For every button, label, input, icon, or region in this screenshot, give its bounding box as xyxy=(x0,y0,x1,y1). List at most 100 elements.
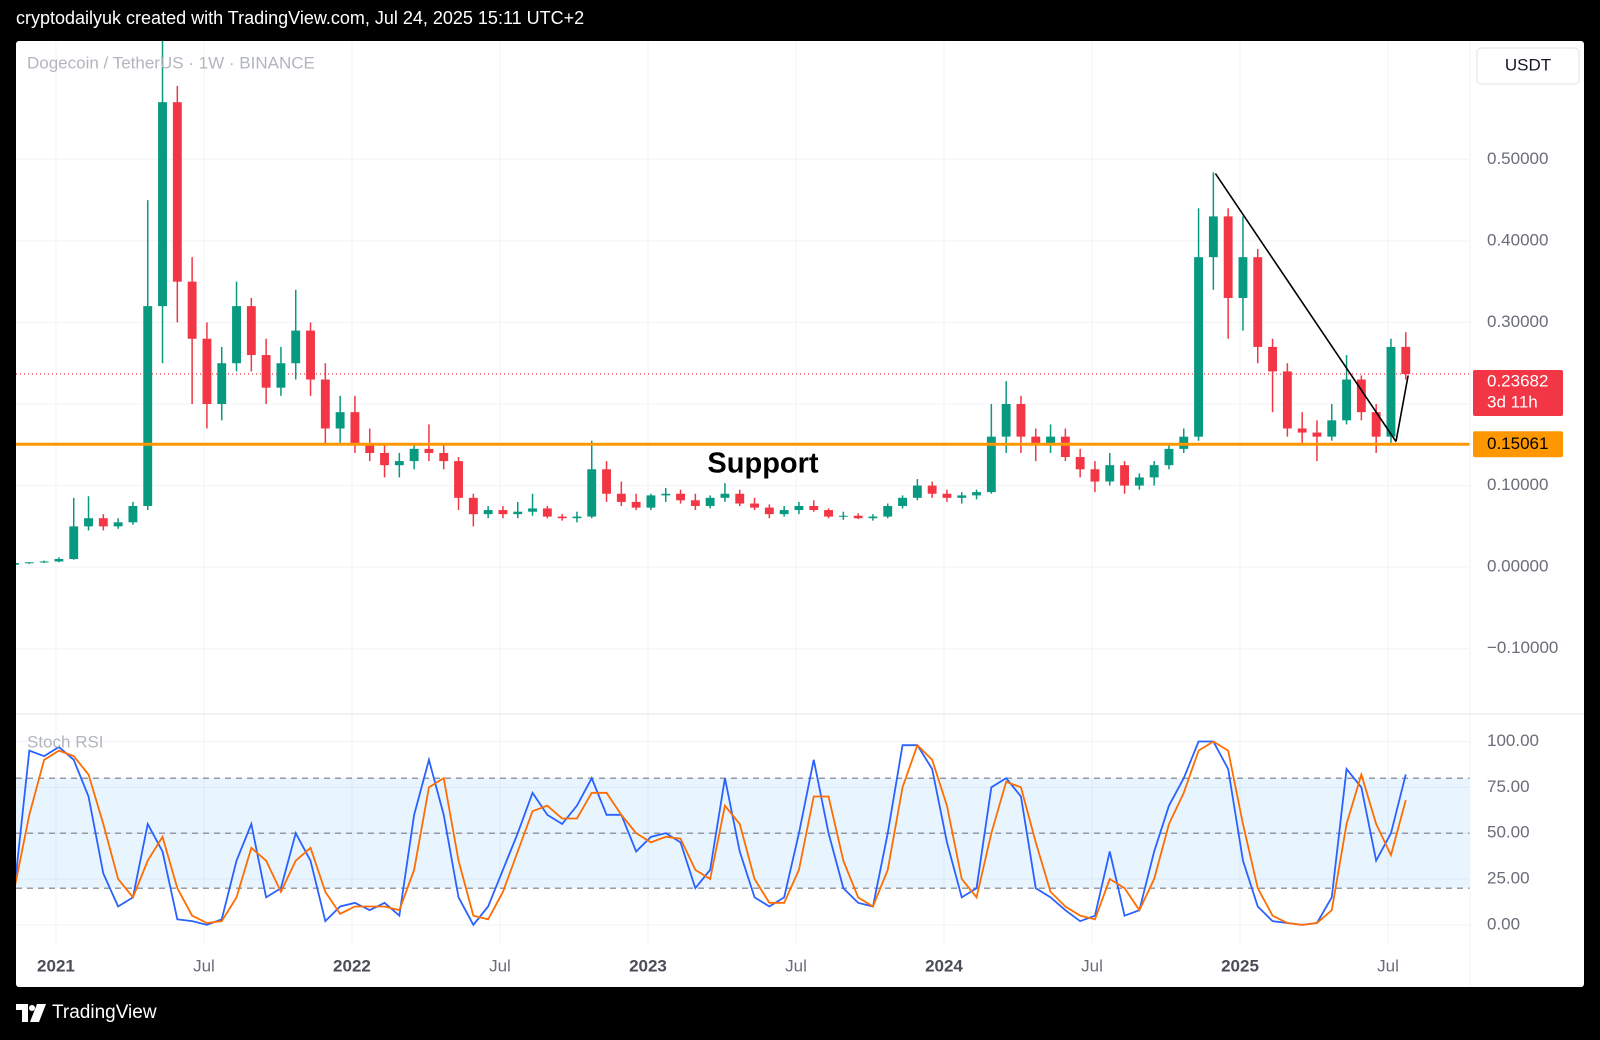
x-tick-label: Jul xyxy=(1081,956,1103,975)
candle-body xyxy=(1223,216,1233,298)
candle-body xyxy=(246,306,256,356)
candle-body xyxy=(720,493,730,498)
candle-body xyxy=(676,493,685,501)
y-tick-label: 0.50000 xyxy=(1487,149,1548,168)
candle-body xyxy=(276,363,286,388)
x-tick-label: Jul xyxy=(489,956,511,975)
candle-body xyxy=(898,497,907,506)
y-tick-label: 0.00 xyxy=(1487,914,1520,933)
candle-body xyxy=(1060,436,1070,458)
candle-body xyxy=(202,338,212,405)
candle-body xyxy=(335,412,345,429)
y-tick-label: 0.30000 xyxy=(1487,312,1548,331)
y-tick-label: 50.00 xyxy=(1487,823,1530,842)
candle-body xyxy=(350,412,360,445)
candle-body xyxy=(232,306,241,364)
x-tick-label: 2024 xyxy=(925,956,963,975)
candle-body xyxy=(528,508,537,512)
candle-body xyxy=(587,469,597,517)
footer: TradingView xyxy=(16,1002,157,1024)
candle-body xyxy=(1342,379,1352,421)
trend-line xyxy=(1395,375,1409,442)
candle-body xyxy=(1120,465,1129,486)
candle-body xyxy=(1031,436,1041,445)
candle-body xyxy=(942,493,952,498)
candle-body xyxy=(1327,420,1337,437)
candle-body xyxy=(557,516,567,519)
candle-body xyxy=(84,518,93,527)
candle-body xyxy=(1001,404,1011,437)
y-tick-label: 100.00 xyxy=(1487,731,1539,750)
candle-body xyxy=(1134,477,1144,486)
candle-body xyxy=(1046,436,1055,445)
candle-body xyxy=(187,281,197,339)
candle-body xyxy=(261,355,271,388)
candle-body xyxy=(513,511,523,515)
candle-body xyxy=(1090,469,1100,482)
candle-body xyxy=(542,508,552,517)
header: cryptodailyuk created with TradingView.c… xyxy=(16,8,585,28)
candle-body xyxy=(424,448,434,453)
candle-body xyxy=(143,306,153,506)
candle-body xyxy=(690,500,700,506)
y-tick-label: 75.00 xyxy=(1487,777,1530,796)
indicator-line xyxy=(16,740,1407,926)
candle-body xyxy=(498,510,508,515)
candle-body xyxy=(824,510,833,517)
panel xyxy=(16,41,1584,987)
candle-body xyxy=(1312,432,1322,437)
indicator-line xyxy=(16,740,1407,927)
candle-body xyxy=(320,379,330,429)
candle-body xyxy=(39,561,49,563)
annotation: Support xyxy=(707,448,818,480)
last-price-label: 0.23682 xyxy=(1487,371,1548,390)
currency-label[interactable]: USDT xyxy=(1505,55,1551,74)
candle-body xyxy=(616,493,626,502)
candle-body xyxy=(986,436,996,493)
candle-body xyxy=(602,469,611,494)
candle-body xyxy=(16,563,19,565)
candle-body xyxy=(1179,436,1189,449)
candle-body xyxy=(838,515,848,517)
candle-body xyxy=(291,330,301,364)
candle-body xyxy=(1371,412,1381,437)
candle-body xyxy=(1016,404,1026,437)
last-price-tag xyxy=(1473,369,1563,416)
y-tick-label: 0.10000 xyxy=(1487,475,1548,494)
candle-body xyxy=(912,485,922,498)
candle-body xyxy=(1268,346,1278,372)
x-tick-label: Jul xyxy=(785,956,807,975)
candle-body xyxy=(365,444,375,453)
candle-body xyxy=(113,522,123,527)
footer-text: TradingView xyxy=(52,1002,157,1023)
candle-body xyxy=(1149,465,1159,478)
candle-body xyxy=(1208,216,1218,258)
candle-body xyxy=(439,452,449,462)
candle-body xyxy=(868,516,878,519)
chart-title: Dogecoin / TetherUS · 1W · BINANCE xyxy=(27,53,315,72)
currency-button[interactable] xyxy=(1476,47,1580,85)
candle-body xyxy=(1253,257,1263,347)
candle-body xyxy=(69,526,79,560)
candle-body xyxy=(764,507,774,515)
candle-body xyxy=(380,452,389,466)
candle-body xyxy=(1238,257,1248,298)
candle-body xyxy=(809,505,819,511)
y-tick-label: 0.00000 xyxy=(1487,557,1548,576)
candle-body xyxy=(483,510,493,515)
candle-body xyxy=(394,461,404,466)
candle-body xyxy=(661,493,671,496)
candle-body xyxy=(750,503,759,508)
y-tick-label: 0.40000 xyxy=(1487,230,1548,249)
countdown-label: 3d 11h xyxy=(1487,392,1538,411)
candle-body xyxy=(217,363,227,405)
candle-body xyxy=(779,510,789,515)
candle-body xyxy=(1164,448,1174,466)
candle-body xyxy=(1105,465,1115,482)
candle-body xyxy=(646,495,656,508)
candle-body xyxy=(1386,346,1396,437)
candle-body xyxy=(98,518,108,527)
x-tick-label: Jul xyxy=(193,956,215,975)
candle-body xyxy=(735,493,745,504)
